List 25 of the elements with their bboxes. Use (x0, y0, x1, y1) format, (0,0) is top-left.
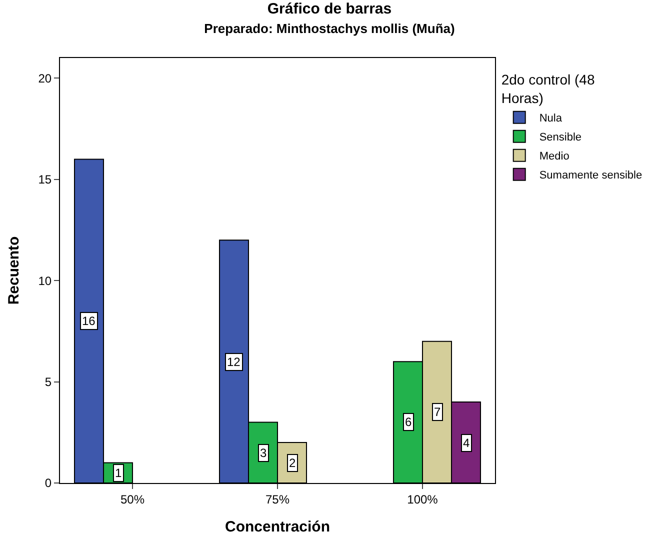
y-tick-label: 10 (38, 274, 52, 288)
y-axis-title: Recuento (5, 236, 22, 305)
y-tick-label: 5 (44, 375, 52, 390)
data-label: 6 (405, 415, 412, 429)
chart-subtitle: Preparado: Minthostachys mollis (Muña) (204, 21, 455, 36)
x-tick-label: 100% (407, 492, 438, 506)
y-tick-label: 15 (38, 172, 52, 187)
data-label: 1 (115, 466, 122, 480)
x-axis-title: Concentración (224, 518, 330, 536)
legend-label: Sumamente sensible (539, 170, 642, 182)
data-label: 16 (82, 314, 96, 328)
x-tick-label: 75% (265, 492, 290, 506)
legend-label: Sensible (539, 132, 582, 144)
data-label: 12 (227, 355, 241, 369)
legend-title: 2do control (48 Horas) (501, 72, 595, 106)
data-label: 7 (434, 405, 441, 419)
data-label: 2 (289, 456, 296, 470)
data-label: 3 (260, 446, 267, 460)
y-tick-label: 0 (44, 476, 52, 490)
legend-label: Medio (539, 150, 570, 163)
chart-title: Gráfico de barras (267, 0, 392, 18)
data-label: 4 (463, 436, 470, 450)
legend-label: Nula (539, 112, 563, 125)
x-tick-label: 50% (120, 492, 145, 506)
y-tick-label: 20 (38, 71, 52, 86)
